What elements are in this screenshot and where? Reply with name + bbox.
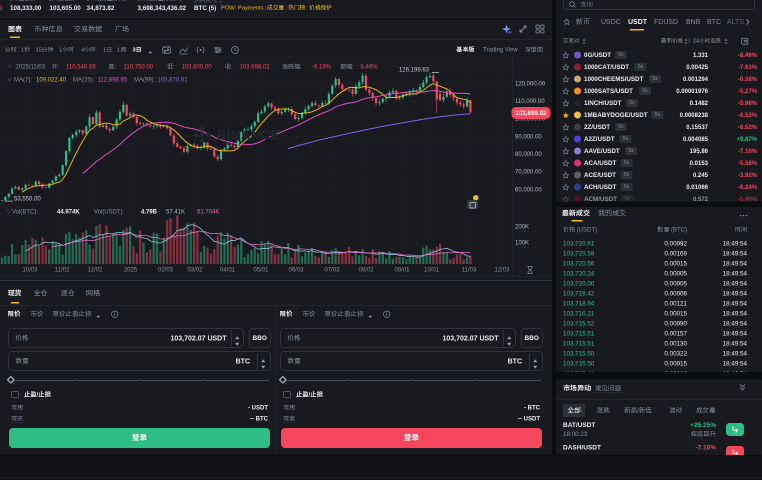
svg-text:BINANCE: BINANCE [217, 128, 280, 143]
svg-text:AI: AI [508, 30, 512, 35]
